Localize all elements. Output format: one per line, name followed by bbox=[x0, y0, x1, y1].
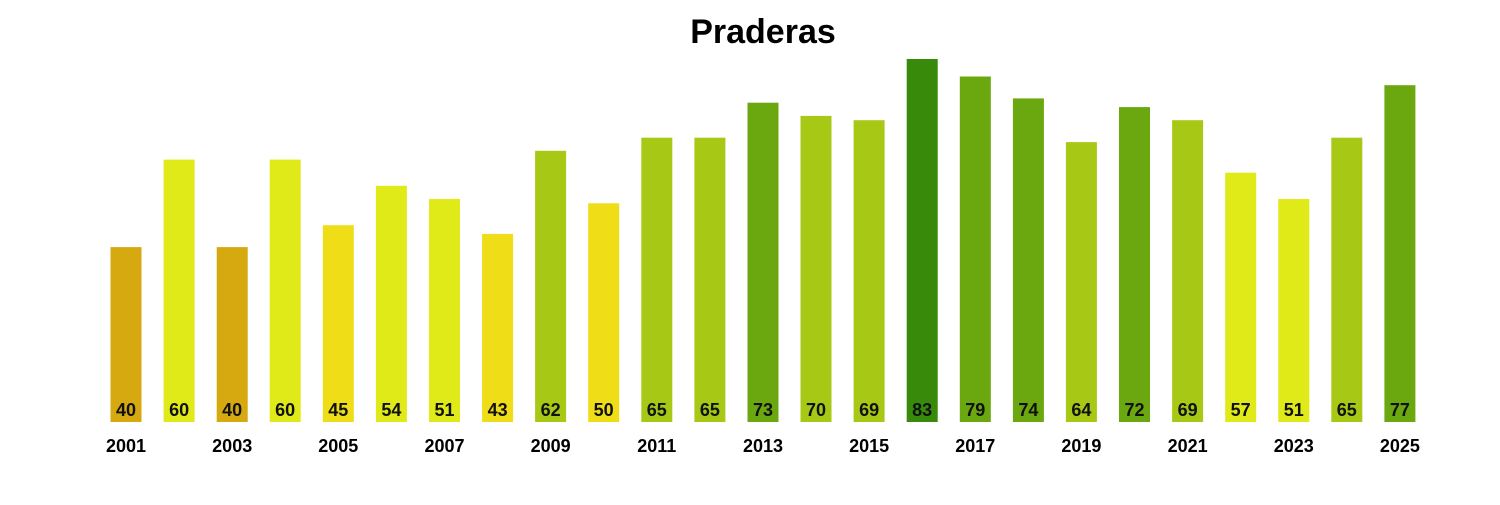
data-label-2010: 50 bbox=[594, 400, 614, 420]
data-label-2006: 54 bbox=[381, 400, 401, 420]
x-tick-label-2005: 2005 bbox=[318, 436, 358, 456]
data-label-2011: 65 bbox=[647, 400, 667, 420]
data-label-2024: 65 bbox=[1337, 400, 1357, 420]
bar-2009 bbox=[535, 150, 567, 423]
bars-group bbox=[110, 59, 1416, 423]
x-tick-label-2019: 2019 bbox=[1061, 436, 1101, 456]
data-label-2016: 83 bbox=[912, 400, 932, 420]
bar-2002 bbox=[163, 159, 195, 422]
data-label-2013: 73 bbox=[753, 400, 773, 420]
data-labels-group: 40 60 40 60 45 54 51 43 62 50 65 65 73 70 69 83 79 74 64 72… bbox=[116, 400, 1410, 420]
bar-2001 bbox=[110, 247, 142, 422]
x-tick-label-2013: 2013 bbox=[743, 436, 783, 456]
bar-2012 bbox=[694, 137, 726, 422]
data-label-2002: 60 bbox=[169, 400, 189, 420]
data-label-2008: 43 bbox=[488, 400, 508, 420]
bar-2013 bbox=[747, 102, 779, 422]
data-label-2015: 69 bbox=[859, 400, 879, 420]
bar-2004 bbox=[269, 159, 301, 422]
bar-2008 bbox=[482, 233, 514, 422]
x-tick-label-2025: 2025 bbox=[1380, 436, 1420, 456]
bar-2015 bbox=[853, 120, 885, 422]
data-label-2019: 64 bbox=[1071, 400, 1091, 420]
bar-2010 bbox=[588, 203, 620, 422]
data-label-2005: 45 bbox=[328, 400, 348, 420]
data-label-2022: 57 bbox=[1231, 400, 1251, 420]
x-tick-label-2021: 2021 bbox=[1168, 436, 1208, 456]
data-label-2003: 40 bbox=[222, 400, 242, 420]
x-tick-label-2001: 2001 bbox=[106, 436, 146, 456]
bar-2017 bbox=[959, 76, 991, 422]
bar-2011 bbox=[641, 137, 673, 422]
data-label-2014: 70 bbox=[806, 400, 826, 420]
bar-2014 bbox=[800, 115, 832, 423]
x-tick-label-2011: 2011 bbox=[637, 436, 676, 456]
bar-2005 bbox=[322, 225, 354, 422]
bar-2003 bbox=[216, 247, 248, 422]
x-axis-tick-labels: 2001 2003 2005 2007 2009 2011 2013 2015 2017 2019… bbox=[106, 436, 1420, 456]
data-label-2007: 51 bbox=[434, 400, 454, 420]
bar-2023 bbox=[1278, 199, 1310, 422]
x-tick-label-2023: 2023 bbox=[1274, 436, 1314, 456]
x-tick-label-2007: 2007 bbox=[424, 436, 464, 456]
data-label-2025: 77 bbox=[1390, 400, 1410, 420]
bar-2021 bbox=[1172, 120, 1204, 422]
bar-2006 bbox=[375, 185, 407, 422]
data-label-2001: 40 bbox=[116, 400, 136, 420]
bar-2016 bbox=[906, 59, 938, 422]
x-tick-label-2003: 2003 bbox=[212, 436, 252, 456]
x-tick-label-2015: 2015 bbox=[849, 436, 889, 456]
data-label-2023: 51 bbox=[1284, 400, 1304, 420]
data-label-2018: 74 bbox=[1018, 400, 1038, 420]
bar-2020 bbox=[1119, 107, 1150, 422]
data-label-2009: 62 bbox=[541, 400, 561, 420]
data-label-2021: 69 bbox=[1178, 400, 1198, 420]
x-tick-label-2017: 2017 bbox=[955, 436, 995, 456]
bar-2025 bbox=[1384, 85, 1416, 422]
bar-2024 bbox=[1331, 137, 1363, 422]
bar-2007 bbox=[429, 199, 460, 422]
chart-title: Praderas bbox=[690, 13, 836, 51]
data-label-2004: 60 bbox=[275, 400, 295, 420]
data-label-2020: 72 bbox=[1124, 400, 1144, 420]
x-tick-label-2009: 2009 bbox=[531, 436, 571, 456]
data-label-2017: 79 bbox=[965, 400, 985, 420]
bar-2019 bbox=[1065, 142, 1097, 422]
bar-2018 bbox=[1012, 98, 1044, 423]
bar-2022 bbox=[1225, 172, 1257, 422]
data-label-2012: 65 bbox=[700, 400, 720, 420]
